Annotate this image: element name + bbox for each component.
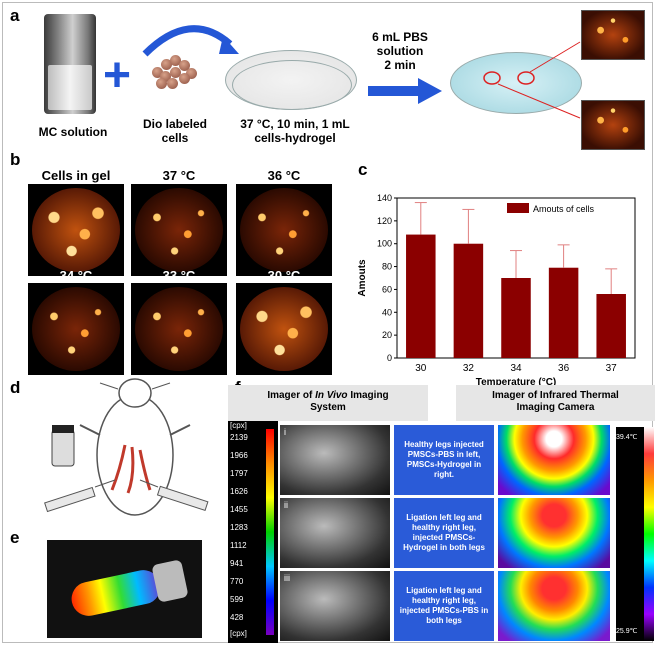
x-tick-label: 32 bbox=[463, 363, 475, 374]
condition-description: Ligation left leg and healthy right leg,… bbox=[394, 498, 494, 568]
pbs-dish bbox=[450, 52, 582, 114]
condition-description: Ligation left leg and healthy right leg,… bbox=[394, 571, 494, 641]
mouse-diagram bbox=[44, 378, 209, 516]
bar bbox=[501, 278, 531, 358]
bar bbox=[406, 234, 436, 358]
right-arrow-icon bbox=[368, 78, 442, 104]
bar-chart: 0 20 40 60 80 100 120 140 30 32 34 36 37 Temperature … bbox=[357, 193, 636, 388]
thermal-image bbox=[498, 498, 610, 568]
bar bbox=[453, 243, 484, 358]
zoom-thumbnail-bottom bbox=[581, 100, 645, 150]
micro-label: 34 °C bbox=[59, 268, 93, 283]
legend-label: Amouts of cells bbox=[533, 204, 595, 214]
ivis-colorscale: [cpx] 2139 1966 1797 1626 1455 1283 1112… bbox=[228, 421, 278, 643]
micrograph bbox=[28, 283, 124, 375]
panel-label-c: c bbox=[358, 160, 368, 179]
legend-swatch bbox=[507, 203, 529, 213]
y-tick-label: 80 bbox=[382, 262, 392, 272]
micro-label: 30 °C bbox=[267, 268, 301, 283]
panel-f: Imager of In Vivo Imaging System Imager o… bbox=[228, 385, 655, 643]
panel-label-e: e bbox=[10, 528, 20, 547]
y-tick-label: 120 bbox=[377, 216, 392, 226]
micrograph bbox=[28, 184, 124, 276]
micrograph bbox=[131, 184, 227, 276]
tube-fluorescence-image bbox=[47, 540, 202, 638]
pbs-label: 6 mL PBS solution 2 min bbox=[372, 30, 428, 72]
y-tick-label: 140 bbox=[377, 193, 392, 203]
ivis-header: Imager of In Vivo Imaging System bbox=[228, 385, 428, 421]
cell-cluster-icon bbox=[150, 55, 198, 89]
bar bbox=[548, 267, 579, 358]
thermal-image bbox=[498, 425, 610, 495]
ivis-image: ii bbox=[280, 498, 390, 568]
micrograph bbox=[131, 283, 227, 375]
thermal-header: Imager of Infrared Thermal Imaging Camera bbox=[456, 385, 655, 421]
zoom-thumbnail-top bbox=[581, 10, 645, 60]
y-tick-label: 60 bbox=[382, 284, 392, 294]
micro-label: 33 °C bbox=[162, 268, 196, 283]
temperature-colorscale: 39.4℃ 25.9℃ bbox=[616, 427, 654, 641]
curved-arrow-icon bbox=[142, 25, 239, 57]
micrograph bbox=[236, 283, 332, 375]
condition-description: Healthy legs injected PMSCs-PBS in left,… bbox=[394, 425, 494, 495]
micro-label: 37 °C bbox=[162, 168, 196, 183]
x-axis-label: Temperature (°C) bbox=[476, 377, 557, 388]
micrograph bbox=[236, 184, 332, 276]
ivis-image: i bbox=[280, 425, 390, 495]
panel-label-b: b bbox=[10, 150, 21, 169]
zoom-lines bbox=[483, 41, 581, 119]
dio-cells-label: Dio labeled cells bbox=[142, 117, 207, 145]
hydrogel-label: 37 °C, 10 min, 1 mL cells-hydrogel bbox=[240, 117, 350, 145]
mc-solution-vial bbox=[44, 14, 96, 114]
y-axis-label: Amouts bbox=[357, 259, 368, 297]
y-tick-label: 0 bbox=[387, 353, 392, 363]
y-tick-label: 20 bbox=[382, 330, 392, 340]
x-tick-label: 37 bbox=[606, 363, 618, 374]
plus-icon: + bbox=[103, 49, 132, 102]
panel-label-a: a bbox=[10, 6, 20, 25]
bar bbox=[596, 294, 626, 358]
micro-label: Cells in gel bbox=[41, 168, 111, 183]
panel-label-d: d bbox=[10, 378, 21, 397]
y-tick-label: 40 bbox=[382, 307, 392, 317]
ivis-image: iii bbox=[280, 571, 390, 641]
mc-solution-label: MC solution bbox=[38, 125, 108, 139]
x-tick-label: 36 bbox=[558, 363, 570, 374]
x-tick-label: 30 bbox=[415, 363, 427, 374]
y-tick-label: 100 bbox=[377, 239, 392, 249]
thermal-image bbox=[498, 571, 610, 641]
x-tick-label: 34 bbox=[510, 363, 522, 374]
micro-label: 36 °C bbox=[267, 168, 301, 183]
